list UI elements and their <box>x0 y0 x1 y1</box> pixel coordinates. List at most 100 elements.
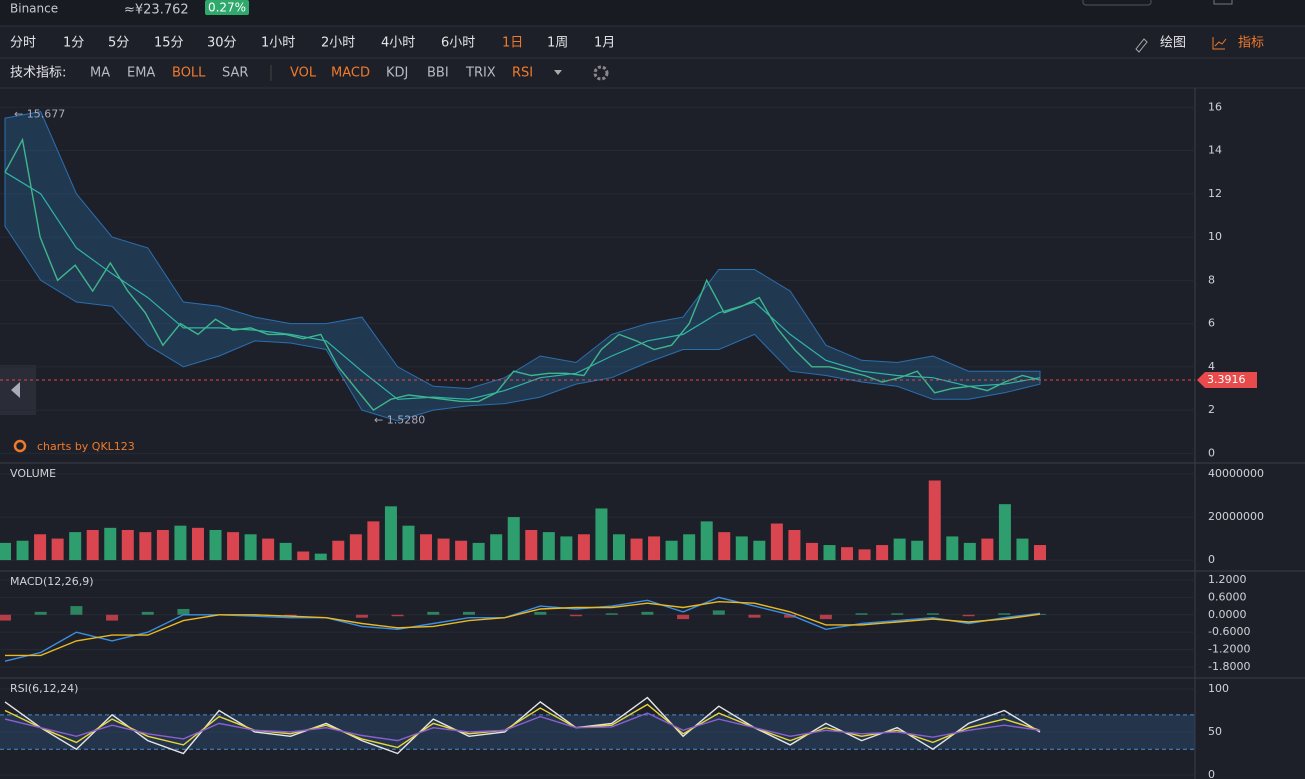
volume-bar <box>998 504 1011 561</box>
timeframe[interactable]: 1日 <box>502 36 523 51</box>
macd-bar <box>962 614 975 617</box>
timeframe[interactable]: 6小时 <box>441 36 475 51</box>
volume-bar <box>525 529 538 561</box>
volume-bar <box>735 536 748 561</box>
volume-bar <box>595 508 608 561</box>
volume-bar <box>69 532 82 561</box>
low-label: ← 1.5280 <box>374 413 425 426</box>
macd-bar <box>427 611 440 615</box>
volume-bar <box>455 540 468 561</box>
indicator[interactable]: BOLL <box>172 66 206 81</box>
volume-bar <box>946 536 959 561</box>
timeframe[interactable]: 30分 <box>207 36 237 51</box>
volume-bar <box>507 517 520 561</box>
volume-bar <box>560 536 573 561</box>
timeframe[interactable]: 分时 <box>10 36 36 51</box>
timeframe[interactable]: 5分 <box>108 36 129 51</box>
y-tick-label: 10 <box>1208 230 1222 243</box>
macd-bar <box>855 613 868 615</box>
volume-bar <box>384 506 397 561</box>
button[interactable] <box>1082 0 1152 6</box>
volume-bar <box>490 534 503 561</box>
volume-bar <box>823 545 836 561</box>
indicator-bar: MA EMA BOLL SAR VOL MACD KDJ BBI TRIX RSI <box>90 66 533 81</box>
draw-icon[interactable] <box>1135 38 1148 53</box>
volume-bar <box>788 529 801 561</box>
volume-bar <box>683 534 696 561</box>
high-label: ← 15.677 <box>14 107 65 120</box>
macd-bar <box>141 611 154 615</box>
y-tick-label: 0.0000 <box>1208 608 1247 621</box>
timeframe[interactable]: 1小时 <box>261 36 295 51</box>
change: 0.27% <box>208 1 246 15</box>
settings-icon[interactable] <box>593 65 609 81</box>
macd-bar <box>34 611 47 615</box>
draw-button[interactable]: 绘图 <box>1160 36 1186 51</box>
macd-bar <box>605 613 618 615</box>
icon[interactable] <box>1213 0 1233 5</box>
y-tick-label: 4 <box>1208 360 1215 373</box>
indicator[interactable]: RSI <box>512 66 533 81</box>
volume-bar <box>51 538 64 561</box>
timeframe[interactable]: 1月 <box>594 36 615 51</box>
series-line <box>4 696 1041 755</box>
dropdown[interactable] <box>554 70 562 75</box>
timeframe[interactable]: 1分 <box>63 36 84 51</box>
series-line <box>4 137 1041 412</box>
indicator[interactable]: KDJ <box>386 66 408 81</box>
macd-bar <box>0 614 11 621</box>
volume-bar <box>191 527 204 561</box>
macd-bar <box>70 606 83 615</box>
indicator[interactable]: EMA <box>127 66 155 81</box>
volume-bar <box>542 532 555 561</box>
y-tick-label: 50 <box>1208 725 1222 738</box>
macd-bar <box>712 610 725 615</box>
indicator-icon[interactable] <box>1212 37 1227 50</box>
logo <box>13 439 27 453</box>
series-line <box>4 703 1041 749</box>
volume-bar <box>630 538 643 561</box>
volume-bar <box>0 542 11 561</box>
y-tick-label: 20000000 <box>1208 510 1264 523</box>
volume-bar <box>34 534 47 561</box>
volume-bar <box>1034 545 1046 561</box>
indicator-button[interactable]: 指标 <box>1238 36 1264 51</box>
indicator[interactable]: MACD <box>331 66 370 81</box>
volume-bar <box>437 538 450 561</box>
indicator[interactable]: TRIX <box>465 66 496 81</box>
timeframe[interactable]: 4小时 <box>381 36 415 51</box>
series-line <box>5 600 1041 657</box>
volume-bar <box>841 547 854 561</box>
volume-bar <box>928 480 941 561</box>
indicator[interactable]: BBI <box>427 66 449 81</box>
volume-bar <box>858 549 871 561</box>
timeframe[interactable]: 1周 <box>547 36 568 51</box>
y-tick-label: 100 <box>1208 682 1229 695</box>
y-tick-label: 0 <box>1208 446 1215 459</box>
indicator-label: 技术指标: <box>10 66 66 81</box>
timeframe[interactable]: 2小时 <box>321 36 355 51</box>
indicator[interactable]: SAR <box>222 66 248 81</box>
volume-bar <box>770 523 783 561</box>
scroll-arrow[interactable] <box>11 382 20 398</box>
volume-bar <box>577 534 590 561</box>
series-line <box>4 596 1041 662</box>
panel-title: MACD(12,26,9) <box>10 575 94 588</box>
volume-bar <box>86 529 99 561</box>
y-tick-label: 12 <box>1208 187 1222 200</box>
volume-bar <box>402 525 415 561</box>
macd-bar <box>748 614 761 618</box>
volume-bar <box>718 532 731 561</box>
indicator[interactable]: VOL <box>290 66 317 81</box>
volume-bar <box>1016 538 1029 561</box>
timeframe[interactable]: 15分 <box>154 36 184 51</box>
indicator[interactable]: MA <box>90 66 110 81</box>
volume-bar <box>472 542 485 561</box>
volume-bar <box>876 545 889 561</box>
y-tick-label: 14 <box>1208 144 1222 157</box>
volume-bar <box>963 542 976 561</box>
timeframe-bar: 分时 1分 5分 15分 30分 1小时 2小时 4小时 6小时 1日 1周 1月 <box>10 36 615 51</box>
volume-bar <box>121 529 134 561</box>
volume-bar <box>612 534 625 561</box>
